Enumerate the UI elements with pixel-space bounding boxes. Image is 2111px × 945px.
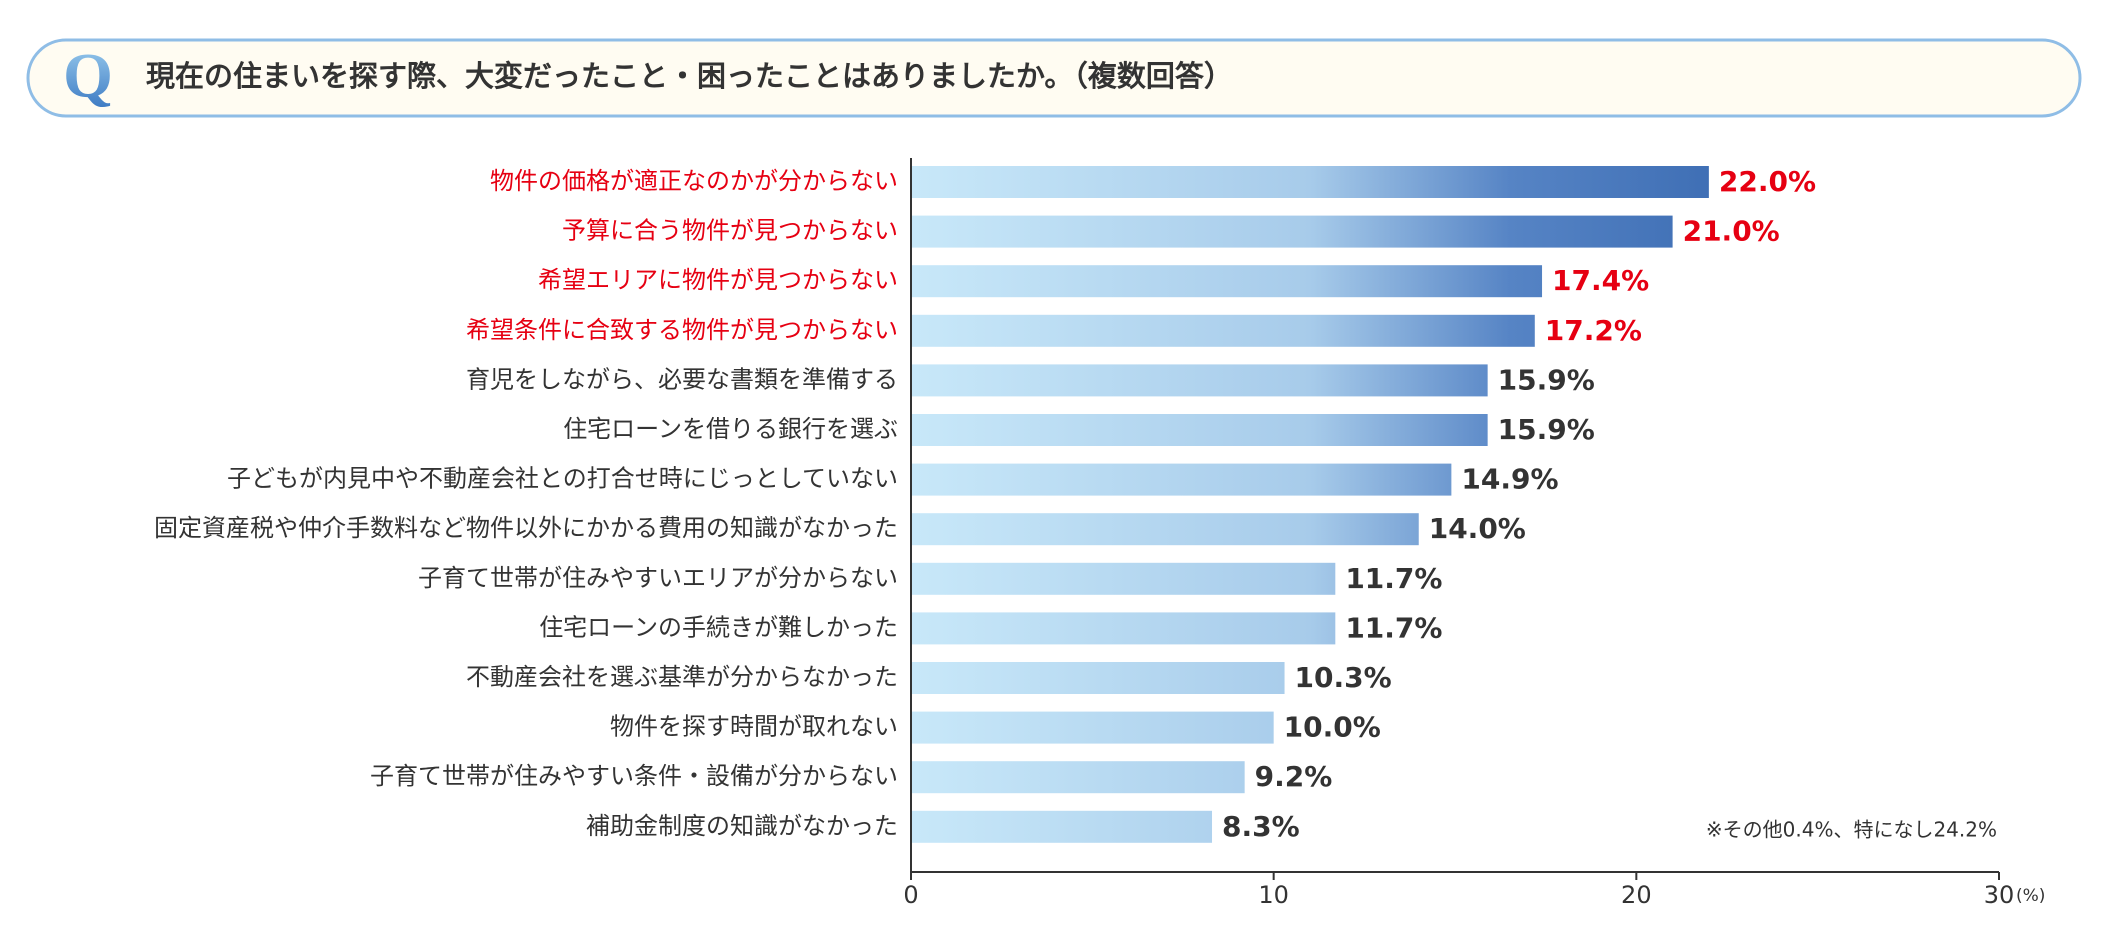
- value-label: 21.0%: [1683, 215, 1780, 248]
- bar: [911, 513, 1419, 546]
- x-tick-label: 0: [903, 881, 918, 909]
- bar: [911, 711, 1274, 744]
- bar: [911, 314, 1535, 347]
- value-label: 15.9%: [1498, 363, 1595, 396]
- bar: [911, 662, 1285, 694]
- value-label: 8.3%: [1222, 810, 1300, 843]
- bar: [911, 364, 1488, 397]
- bar: [911, 612, 1336, 645]
- x-unit: (%): [2016, 886, 2045, 906]
- bar: [911, 215, 1673, 248]
- bar: [911, 562, 1336, 595]
- category-label: 育児をしながら、必要な書類を準備する: [466, 365, 898, 393]
- value-label: 14.0%: [1429, 512, 1526, 545]
- category-label: 不動産会社を選ぶ基準が分からなかった: [466, 663, 898, 691]
- category-label: 希望エリアに物件が見つからない: [538, 266, 898, 294]
- bar: [911, 761, 1245, 794]
- value-label: 17.4%: [1552, 264, 1649, 297]
- value-label: 17.2%: [1545, 314, 1642, 347]
- value-label: 14.9%: [1461, 463, 1558, 496]
- value-label: 9.2%: [1255, 760, 1333, 793]
- title-box: [26, 38, 2082, 118]
- note: ※その他0.4%、特になし24.2%: [1706, 818, 1997, 842]
- category-label: 補助金制度の知識がなかった: [586, 812, 898, 840]
- x-tick-label: 20: [1621, 881, 1652, 909]
- bar: [911, 463, 1452, 496]
- value-label: 10.0%: [1284, 711, 1381, 744]
- category-label: 固定資産税や仲介手数料など物件以外にかかる費用の知識がなかった: [154, 514, 898, 542]
- value-label: 11.7%: [1345, 562, 1442, 595]
- category-label: 子育て世帯が住みやすいエリアが分からない: [418, 564, 898, 592]
- category-label: 住宅ローンを借りる銀行を選ぶ: [563, 415, 898, 443]
- value-label: 15.9%: [1498, 413, 1595, 446]
- category-label: 子育て世帯が住みやすい条件・設備が分からない: [370, 762, 898, 790]
- category-label: 子どもが内見中や不動産会社との打合せ時にじっとしていない: [227, 465, 898, 493]
- category-label: 住宅ローンの手続きが難しかった: [539, 613, 898, 641]
- chart-title: 現在の住まいを探す際、大変だったこと・困ったことはありましたか。（複数回答）: [146, 59, 1233, 93]
- title-icon: Q: [63, 40, 113, 111]
- value-label: 10.3%: [1295, 661, 1392, 694]
- bar: [911, 414, 1488, 446]
- x-tick-label: 10: [1258, 881, 1289, 909]
- category-label: 予算に合う物件が見つからない: [562, 217, 898, 245]
- x-tick-label: 30: [1984, 881, 2015, 909]
- category-label: 希望条件に合致する物件が見つからない: [466, 316, 898, 344]
- value-label: 11.7%: [1345, 611, 1442, 644]
- value-label: 22.0%: [1719, 165, 1816, 198]
- bar: [911, 265, 1543, 298]
- category-label: 物件の価格が適正なのかが分からない: [490, 167, 898, 195]
- bar: [911, 810, 1213, 843]
- bar: [911, 166, 1709, 198]
- category-label: 物件を探す時間が取れない: [610, 713, 898, 741]
